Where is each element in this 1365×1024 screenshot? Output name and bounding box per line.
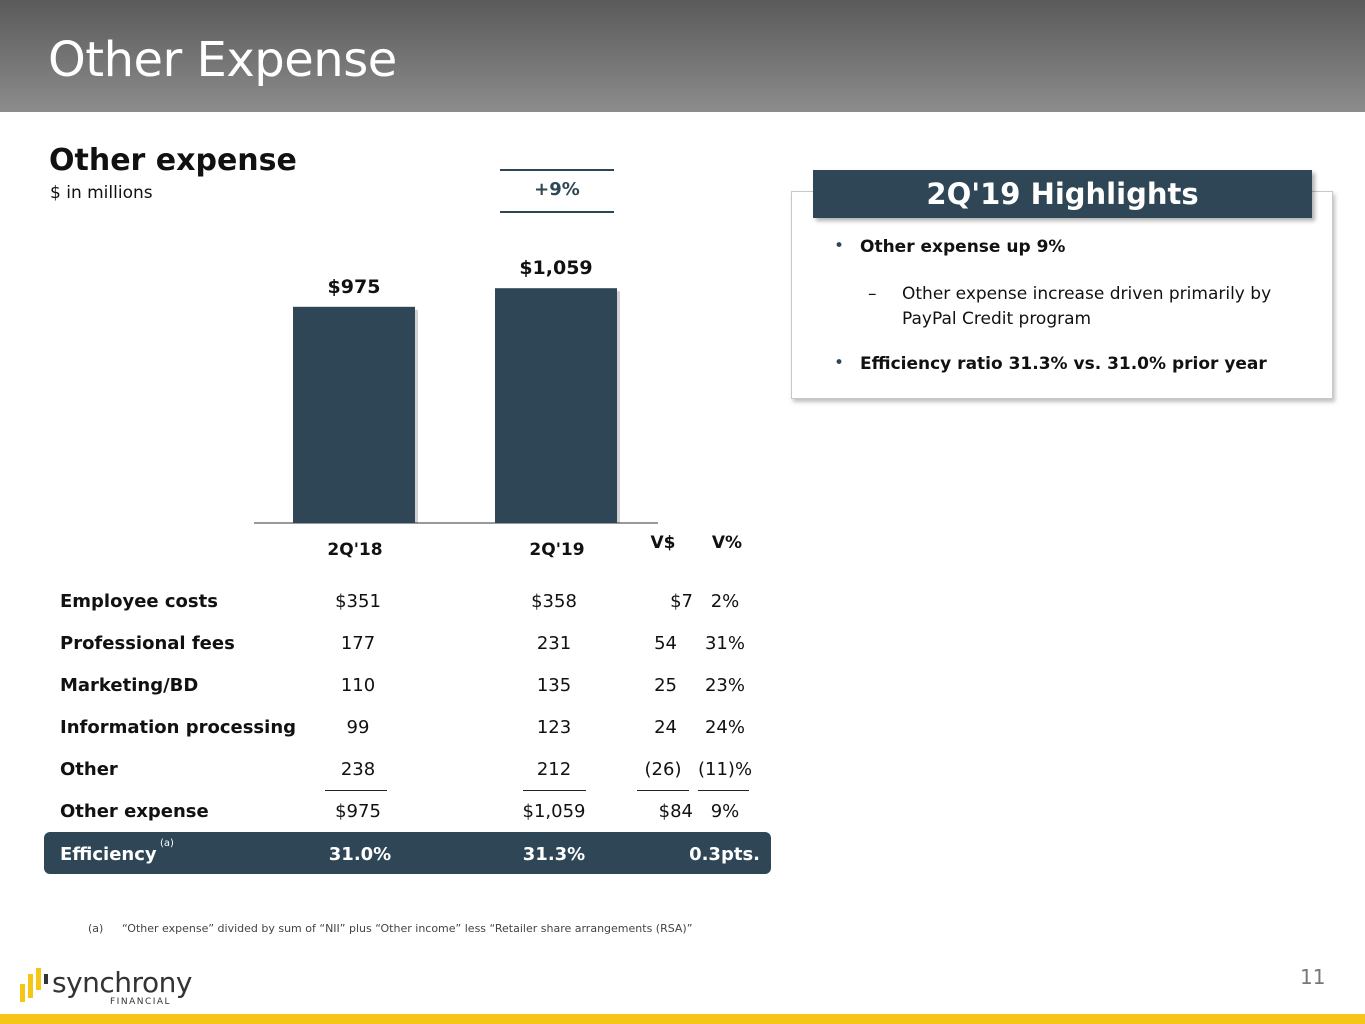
bar-2Q'19 <box>495 288 617 523</box>
cell-information-processing-2q19: 123 <box>536 717 572 738</box>
bar-data-label: $975 <box>328 276 381 298</box>
subtotal-underline <box>523 790 586 791</box>
section-subtitle: $ in millions <box>50 183 153 203</box>
subtotal-underline <box>325 790 387 791</box>
cell-other-expense-2q19: $1,059 <box>522 801 586 822</box>
cell-employee-costs-2q19: $358 <box>531 591 577 612</box>
section-title: Other expense <box>49 143 297 178</box>
cell-other-expense-vdollar: $84 <box>658 801 693 822</box>
cell-information-processing-2q18: 99 <box>346 717 370 738</box>
growth-value: +9% <box>534 179 580 200</box>
highlight-bullet-2: Efficiency ratio 31.3% vs. 31.0% prior y… <box>860 354 1267 374</box>
cell-professional-fees-2q19: 231 <box>536 633 572 654</box>
bullet-icon: • <box>834 353 845 373</box>
highlights-title: 2Q'19 Highlights <box>926 177 1199 211</box>
efficiency-label: Efficiency <box>60 844 157 865</box>
cell-other-expense-2q18: $975 <box>335 801 381 822</box>
highlights-header: 2Q'19 Highlights <box>813 170 1312 218</box>
cell-information-processing-vdollar: 24 <box>654 717 677 738</box>
bullet-icon: • <box>834 236 845 256</box>
bottom-brand-bar <box>0 1014 1365 1024</box>
row-label-other: Other <box>60 759 118 780</box>
cell-other-vdollar: (26) <box>644 759 682 780</box>
efficiency-change: 0.3pts. <box>689 844 760 865</box>
cell-other-vpercent: (11)% <box>698 759 753 780</box>
header-bar: Other Expense <box>0 0 1365 112</box>
efficiency-2q18: 31.0% <box>328 844 392 865</box>
col-header-2q19: 2Q'19 <box>529 540 585 560</box>
cell-other-expense-vpercent: 9% <box>710 801 740 822</box>
highlights-panel <box>791 191 1333 399</box>
footnote-text: “Other expense” divided by sum of “NII” … <box>122 922 693 935</box>
highlight-sub-1-line-2: PayPal Credit program <box>902 309 1092 329</box>
logo-subtext: FINANCIAL <box>110 997 172 1007</box>
efficiency-bar <box>44 832 771 874</box>
cell-information-processing-vpercent: 24% <box>704 717 745 738</box>
footnote-tag: (a) <box>88 922 104 935</box>
cell-marketing-bd-2q19: 135 <box>536 675 572 696</box>
page-title: Other Expense <box>48 32 397 88</box>
highlight-sub-1-line-1: Other expense increase driven primarily … <box>902 284 1272 304</box>
row-label-information-processing: Information processing <box>60 717 297 738</box>
row-label-other-expense: Other expense <box>60 801 209 822</box>
page-number: 11 <box>1300 965 1326 989</box>
cell-other-2q19: 212 <box>536 759 572 780</box>
col-header-2q18: 2Q'18 <box>327 540 383 560</box>
cell-employee-costs-2q18: $351 <box>335 591 381 612</box>
cell-professional-fees-vdollar: 54 <box>654 633 677 654</box>
cell-professional-fees-vpercent: 31% <box>704 633 745 654</box>
logo-text: synchrony <box>52 966 192 999</box>
subtotal-underline <box>637 790 689 791</box>
cell-marketing-bd-vdollar: 25 <box>654 675 677 696</box>
cell-other-2q18: 238 <box>340 759 376 780</box>
row-label-marketing-bd: Marketing/BD <box>60 675 199 696</box>
bar-data-label: $1,059 <box>519 257 592 279</box>
cell-marketing-bd-2q18: 110 <box>340 675 376 696</box>
efficiency-footnote-ref: (a) <box>160 838 174 849</box>
dash-icon: – <box>868 284 877 304</box>
synchrony-logo-icon <box>20 968 48 1002</box>
col-header-vpercent: V% <box>711 533 743 553</box>
cell-employee-costs-vdollar: $7 <box>670 591 693 612</box>
efficiency-2q19: 31.3% <box>522 844 586 865</box>
bar-2Q'18 <box>293 306 415 523</box>
row-label-professional-fees: Professional fees <box>60 633 235 654</box>
cell-employee-costs-vpercent: 2% <box>710 591 740 612</box>
growth-callout: +9% <box>500 169 614 213</box>
row-label-employee-costs: Employee costs <box>60 591 218 612</box>
col-header-vdollar: V$ <box>650 533 676 553</box>
cell-marketing-bd-vpercent: 23% <box>704 675 745 696</box>
subtotal-underline <box>698 790 749 791</box>
cell-professional-fees-2q18: 177 <box>340 633 376 654</box>
highlight-bullet-1: Other expense up 9% <box>860 237 1066 257</box>
